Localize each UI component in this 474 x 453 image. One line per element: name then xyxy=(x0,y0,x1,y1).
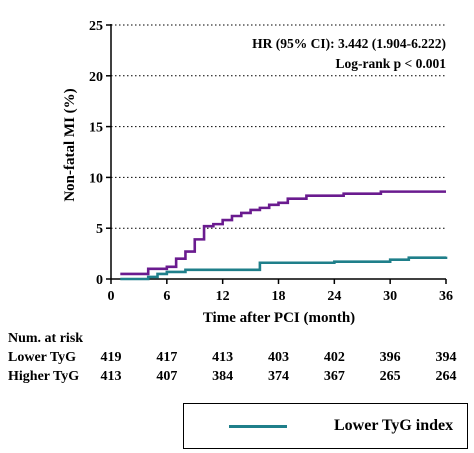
legend: Lower TyG index xyxy=(183,403,468,449)
axes xyxy=(106,24,447,284)
risk-row-label: Higher TyG xyxy=(8,369,79,384)
series-lines xyxy=(120,190,448,281)
x-tick-label: 6 xyxy=(163,289,170,304)
legend-label-lower: Lower TyG index xyxy=(334,417,454,434)
risk-value: 413 xyxy=(101,369,122,384)
risk-value: 264 xyxy=(436,369,457,384)
y-axis-label: Non-fatal MI (%) xyxy=(62,88,78,201)
risk-value: 419 xyxy=(101,350,122,365)
risk-table: Num. at risk Lower TyG Higher TyG 419 417… xyxy=(8,331,457,384)
risk-value: 407 xyxy=(156,369,177,384)
legend-swatch-lower xyxy=(229,425,287,428)
y-tick-label: 5 xyxy=(96,222,103,237)
risk-value: 374 xyxy=(268,369,289,384)
y-tick-labels: 0 5 10 15 20 25 xyxy=(89,19,103,288)
x-tick-label: 30 xyxy=(383,289,397,304)
x-tick-label: 36 xyxy=(439,289,453,304)
logrank-annotation: Log-rank p < 0.001 xyxy=(336,56,447,71)
risk-row-label: Lower TyG xyxy=(8,350,76,365)
x-axis-label: Time after PCI (month) xyxy=(203,310,355,326)
risk-value: 367 xyxy=(324,369,345,384)
x-tick-label: 12 xyxy=(216,289,230,304)
x-tick-label: 24 xyxy=(327,289,341,304)
risk-table-title: Num. at risk xyxy=(8,331,83,346)
x-tick-label: 0 xyxy=(108,289,115,304)
series-line-higher-tyg xyxy=(120,190,446,276)
risk-values: 419 417 413 403 402 396 394 413 407 384 374 367 265 2… xyxy=(101,350,457,384)
y-tick-label: 0 xyxy=(96,273,103,288)
risk-value: 417 xyxy=(156,350,177,365)
risk-value: 265 xyxy=(380,369,401,384)
series-line-lower-tyg xyxy=(120,256,448,281)
y-tick-label: 25 xyxy=(89,19,103,34)
y-tick-label: 15 xyxy=(89,121,103,136)
risk-value: 403 xyxy=(268,350,289,365)
y-tick-label: 10 xyxy=(89,171,103,186)
risk-value: 396 xyxy=(380,350,401,365)
risk-value: 394 xyxy=(436,350,457,365)
km-chart: 0 5 10 15 20 25 0 6 12 18 24 30 36 Non-fatal MI (%)… xyxy=(8,19,457,384)
risk-value: 384 xyxy=(212,369,233,384)
risk-value: 402 xyxy=(324,350,345,365)
risk-value: 413 xyxy=(212,350,233,365)
y-tick-label: 20 xyxy=(89,70,103,85)
hr-annotation: HR (95% CI): 3.442 (1.904-6.222) xyxy=(252,36,446,51)
x-tick-label: 18 xyxy=(272,289,286,304)
x-tick-labels: 0 6 12 18 24 30 36 xyxy=(108,289,454,304)
